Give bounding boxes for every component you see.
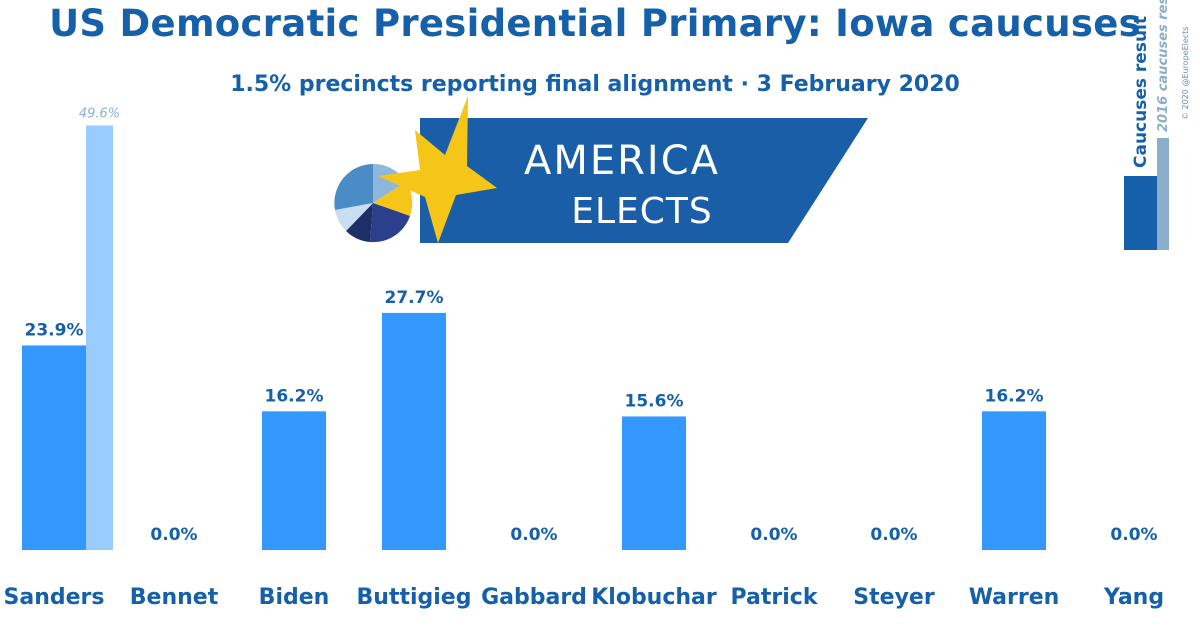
- category-label-patrick: Patrick: [731, 585, 819, 610]
- category-label-biden: Biden: [259, 585, 330, 610]
- bar-label-yang: 0.0%: [1110, 525, 1157, 545]
- category-label-klobuchar: Klobuchar: [591, 585, 717, 610]
- prev-bar-label-sanders: 49.6%: [79, 106, 120, 121]
- category-label-buttigieg: Buttigieg: [357, 585, 472, 610]
- chart-subtitle: 1.5% precincts reporting final alignment…: [230, 72, 960, 97]
- bar-label-buttigieg: 27.7%: [385, 288, 444, 308]
- logo-banner: [420, 118, 868, 243]
- bar-label-sanders: 23.9%: [25, 320, 84, 340]
- america-elects-logo: AMERICA ELECTS: [334, 96, 868, 243]
- legend-credit: © 2020 @EuropeElects: [1181, 27, 1190, 120]
- bar-label-klobuchar: 15.6%: [625, 391, 684, 411]
- category-label-gabbard: Gabbard: [481, 585, 587, 610]
- category-label-sanders: Sanders: [4, 585, 105, 610]
- bar-buttigieg: [382, 312, 446, 550]
- legend-label-previous: 2016 caucuses result: [1156, 0, 1171, 132]
- bars-group: 23.9% 49.6% Sanders 0.0% Bennet 16.2% Biden 27.…: [4, 106, 1165, 610]
- logo-text-line1: AMERICA: [524, 138, 720, 184]
- bar-label-biden: 16.2%: [265, 386, 324, 406]
- bar-label-bennet: 0.0%: [150, 525, 197, 545]
- bar-klobuchar: [622, 416, 686, 550]
- logo-text-line2: ELECTS: [571, 191, 713, 232]
- chart-title: US Democratic Presidential Primary: Iowa…: [49, 2, 1141, 45]
- category-label-yang: Yang: [1103, 585, 1164, 610]
- bar-warren: [982, 411, 1046, 550]
- bar-label-warren: 16.2%: [985, 386, 1044, 406]
- bar-label-steyer: 0.0%: [870, 525, 917, 545]
- legend-swatch-previous: [1157, 138, 1169, 250]
- legend-label-current: Caucuses result: [1131, 16, 1151, 168]
- prev-bar-sanders: [86, 125, 113, 550]
- category-label-steyer: Steyer: [853, 585, 935, 610]
- bar-label-patrick: 0.0%: [750, 525, 797, 545]
- bar-biden: [262, 411, 326, 550]
- legend: Caucuses result 2016 caucuses result © 2…: [1124, 0, 1190, 250]
- bar-sanders: [22, 345, 86, 550]
- category-label-warren: Warren: [969, 585, 1060, 610]
- category-label-bennet: Bennet: [130, 585, 219, 610]
- legend-swatch-current: [1124, 176, 1157, 250]
- logo-star-icon: [378, 96, 497, 243]
- bar-label-gabbard: 0.0%: [510, 525, 557, 545]
